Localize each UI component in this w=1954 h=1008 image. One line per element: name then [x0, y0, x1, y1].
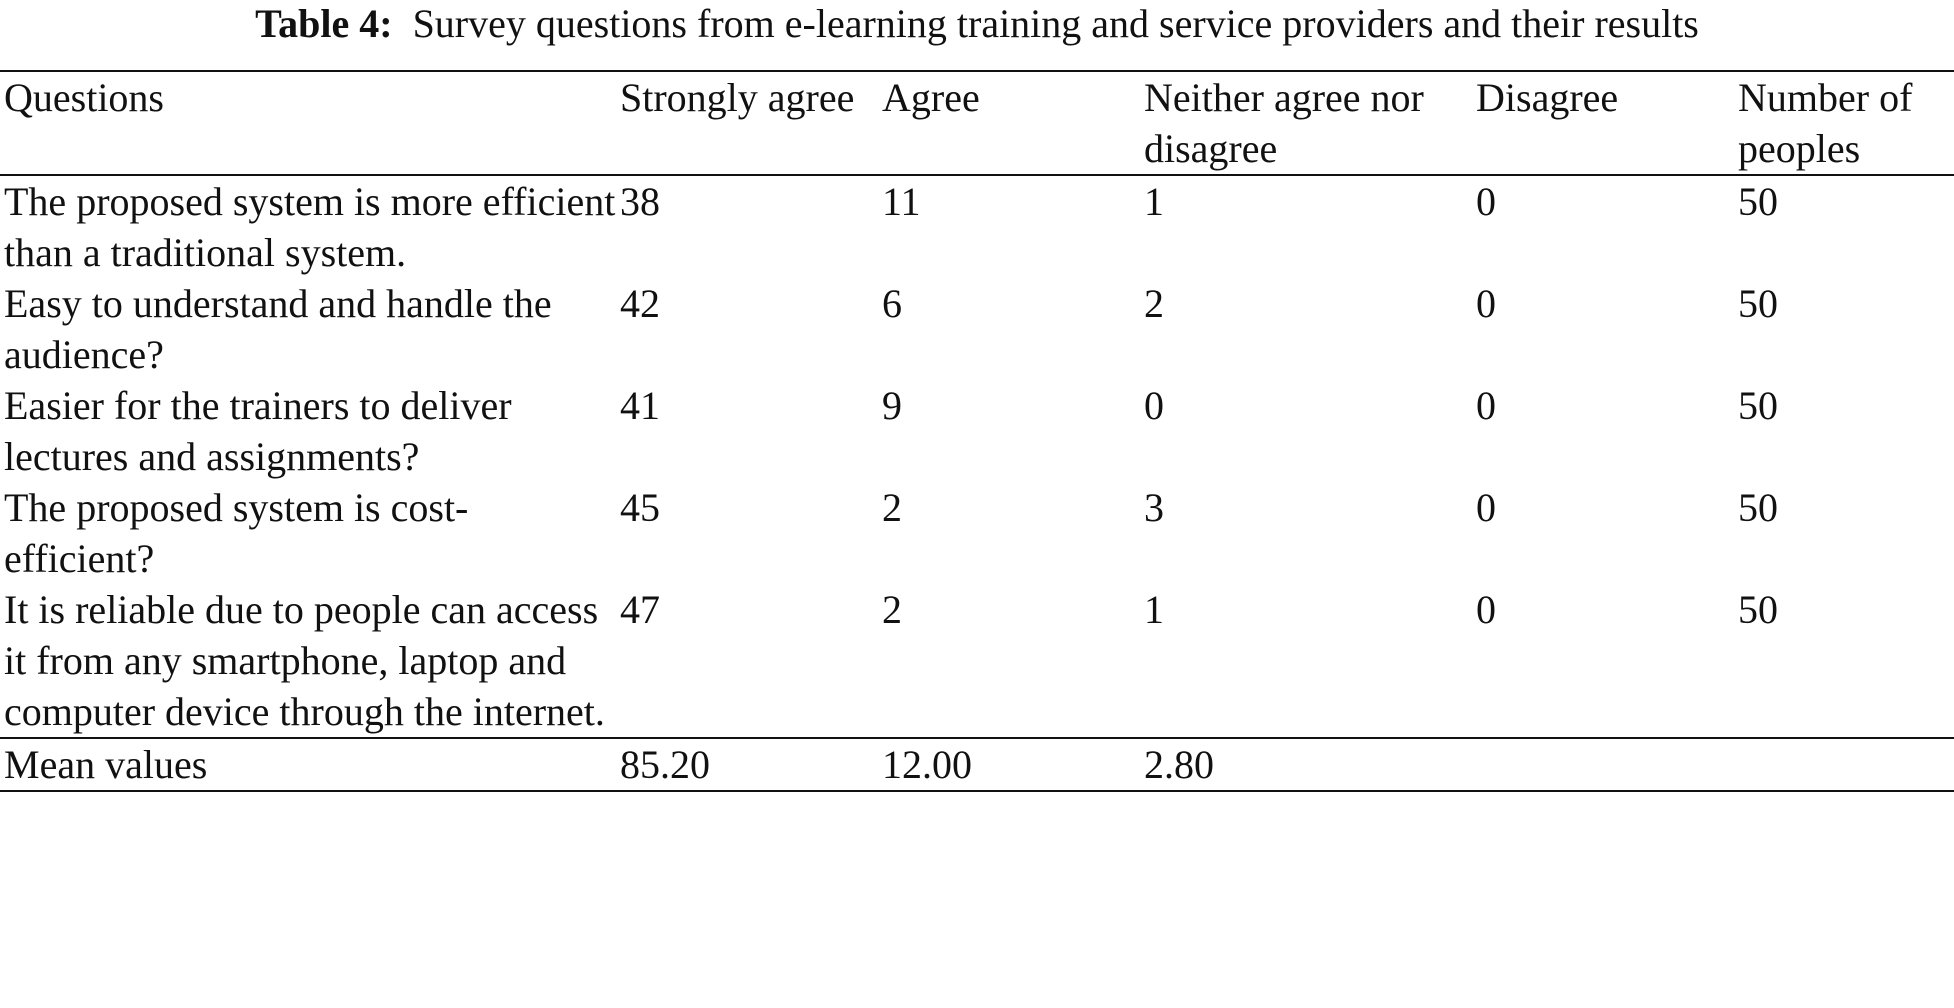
survey-results-table: Questions Strongly agree Agree Neither a… [0, 70, 1954, 792]
disagree-cell: 0 [1476, 383, 1496, 428]
neither-cell: 2 [1144, 281, 1164, 326]
agree-cell: 9 [882, 383, 902, 428]
header-number-of-peoples: Number of peoples [1734, 70, 1954, 175]
table-title: Survey questions from e-learning trainin… [412, 1, 1699, 46]
number-cell: 50 [1738, 485, 1778, 530]
table-row: It is reliable due to people can access … [0, 584, 1954, 738]
agree-cell: 2 [882, 587, 902, 632]
table-header-row: Questions Strongly agree Agree Neither a… [0, 70, 1954, 175]
disagree-cell: 0 [1476, 485, 1496, 530]
neither-cell: 1 [1144, 587, 1164, 632]
header-strongly-agree: Strongly agree [616, 70, 878, 175]
table-row: The proposed system is cost-efficient? 4… [0, 482, 1954, 584]
table-row: Easy to understand and handle the audien… [0, 278, 1954, 380]
table-row: The proposed system is more efficient th… [0, 174, 1954, 278]
mean-disagree-empty [1472, 737, 1734, 792]
mean-agree: 12.00 [878, 737, 1140, 792]
disagree-cell: 0 [1472, 174, 1734, 278]
header-agree: Agree [878, 70, 1140, 175]
table-label: Table 4: [255, 1, 393, 46]
strongly-agree-cell: 42 [620, 281, 660, 326]
disagree-cell: 0 [1476, 281, 1496, 326]
question-cell: The proposed system is more efficient th… [0, 174, 616, 278]
neither-cell: 3 [1144, 485, 1164, 530]
strongly-agree-cell: 45 [620, 485, 660, 530]
mean-number-empty [1734, 737, 1954, 792]
number-cell: 50 [1738, 281, 1778, 326]
neither-cell: 0 [1144, 383, 1164, 428]
number-cell: 50 [1738, 383, 1778, 428]
strongly-agree-cell: 41 [620, 383, 660, 428]
mean-values-row: Mean values 85.20 12.00 2.80 [0, 737, 1954, 792]
table-row: Easier for the trainers to deliver lectu… [0, 380, 1954, 482]
mean-strongly-agree: 85.20 [616, 737, 878, 792]
question-cell: Easy to understand and handle the audien… [4, 281, 552, 377]
question-cell: The proposed system is cost-efficient? [4, 485, 469, 581]
number-cell: 50 [1734, 174, 1954, 278]
mean-neither: 2.80 [1140, 737, 1472, 792]
header-neither: Neither agree nor disagree [1140, 70, 1472, 175]
table-caption: Table 4: Survey questions from e-learnin… [0, 0, 1954, 48]
disagree-cell: 0 [1476, 587, 1496, 632]
question-cell: It is reliable due to people can access … [4, 587, 605, 734]
header-questions: Questions [0, 70, 616, 175]
strongly-agree-cell: 38 [616, 174, 878, 278]
agree-cell: 2 [882, 485, 902, 530]
neither-cell: 1 [1140, 174, 1472, 278]
strongly-agree-cell: 47 [620, 587, 660, 632]
number-cell: 50 [1738, 587, 1778, 632]
header-disagree: Disagree [1472, 70, 1734, 175]
mean-values-label: Mean values [0, 737, 616, 792]
agree-cell: 11 [878, 174, 1140, 278]
agree-cell: 6 [882, 281, 902, 326]
question-cell: Easier for the trainers to deliver lectu… [4, 383, 512, 479]
